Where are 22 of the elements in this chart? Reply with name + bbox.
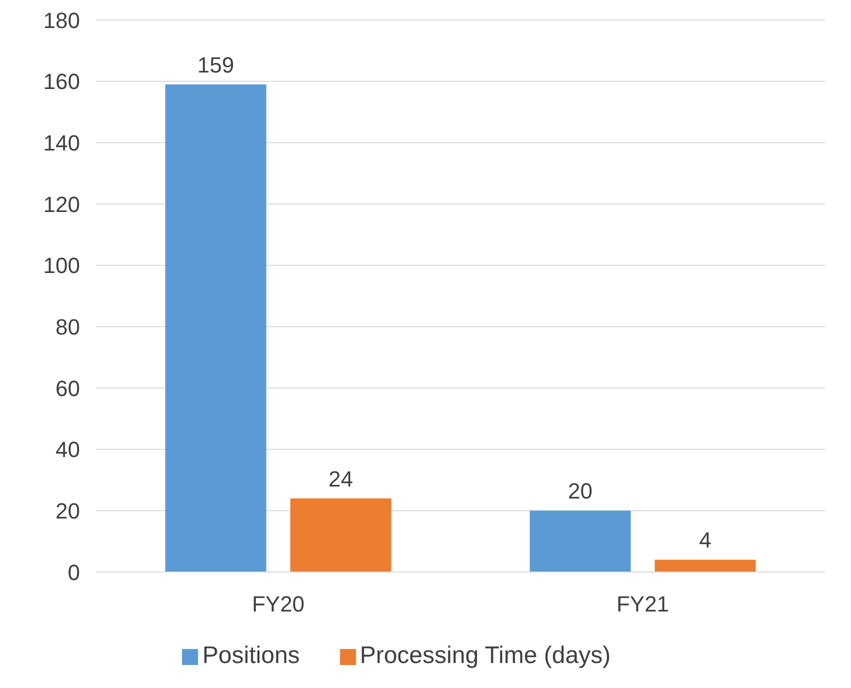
data-label: 24 <box>328 466 353 492</box>
y-tick-label: 40 <box>56 437 80 462</box>
data-label: 20 <box>568 478 592 504</box>
y-tick-label: 60 <box>56 376 80 401</box>
y-tick-label: 180 <box>43 8 80 33</box>
bar <box>290 498 392 572</box>
legend-label: Positions <box>202 642 300 669</box>
x-tick-label: FY20 <box>252 592 305 617</box>
y-tick-label: 80 <box>56 314 80 340</box>
bar <box>654 560 756 572</box>
y-tick-label: 0 <box>68 560 80 585</box>
bar <box>530 510 631 572</box>
data-label: 4 <box>699 528 712 553</box>
y-tick-label: 20 <box>56 498 80 524</box>
y-tick-label: 140 <box>43 130 80 156</box>
y-tick-label: 120 <box>43 192 80 217</box>
data-label: 159 <box>197 52 234 78</box>
y-tick-label: 160 <box>43 69 80 94</box>
y-tick-label: 100 <box>43 253 80 278</box>
bar <box>165 84 266 572</box>
x-tick-label: FY21 <box>616 592 670 617</box>
legend-label: Processing Time (days) <box>360 642 611 669</box>
